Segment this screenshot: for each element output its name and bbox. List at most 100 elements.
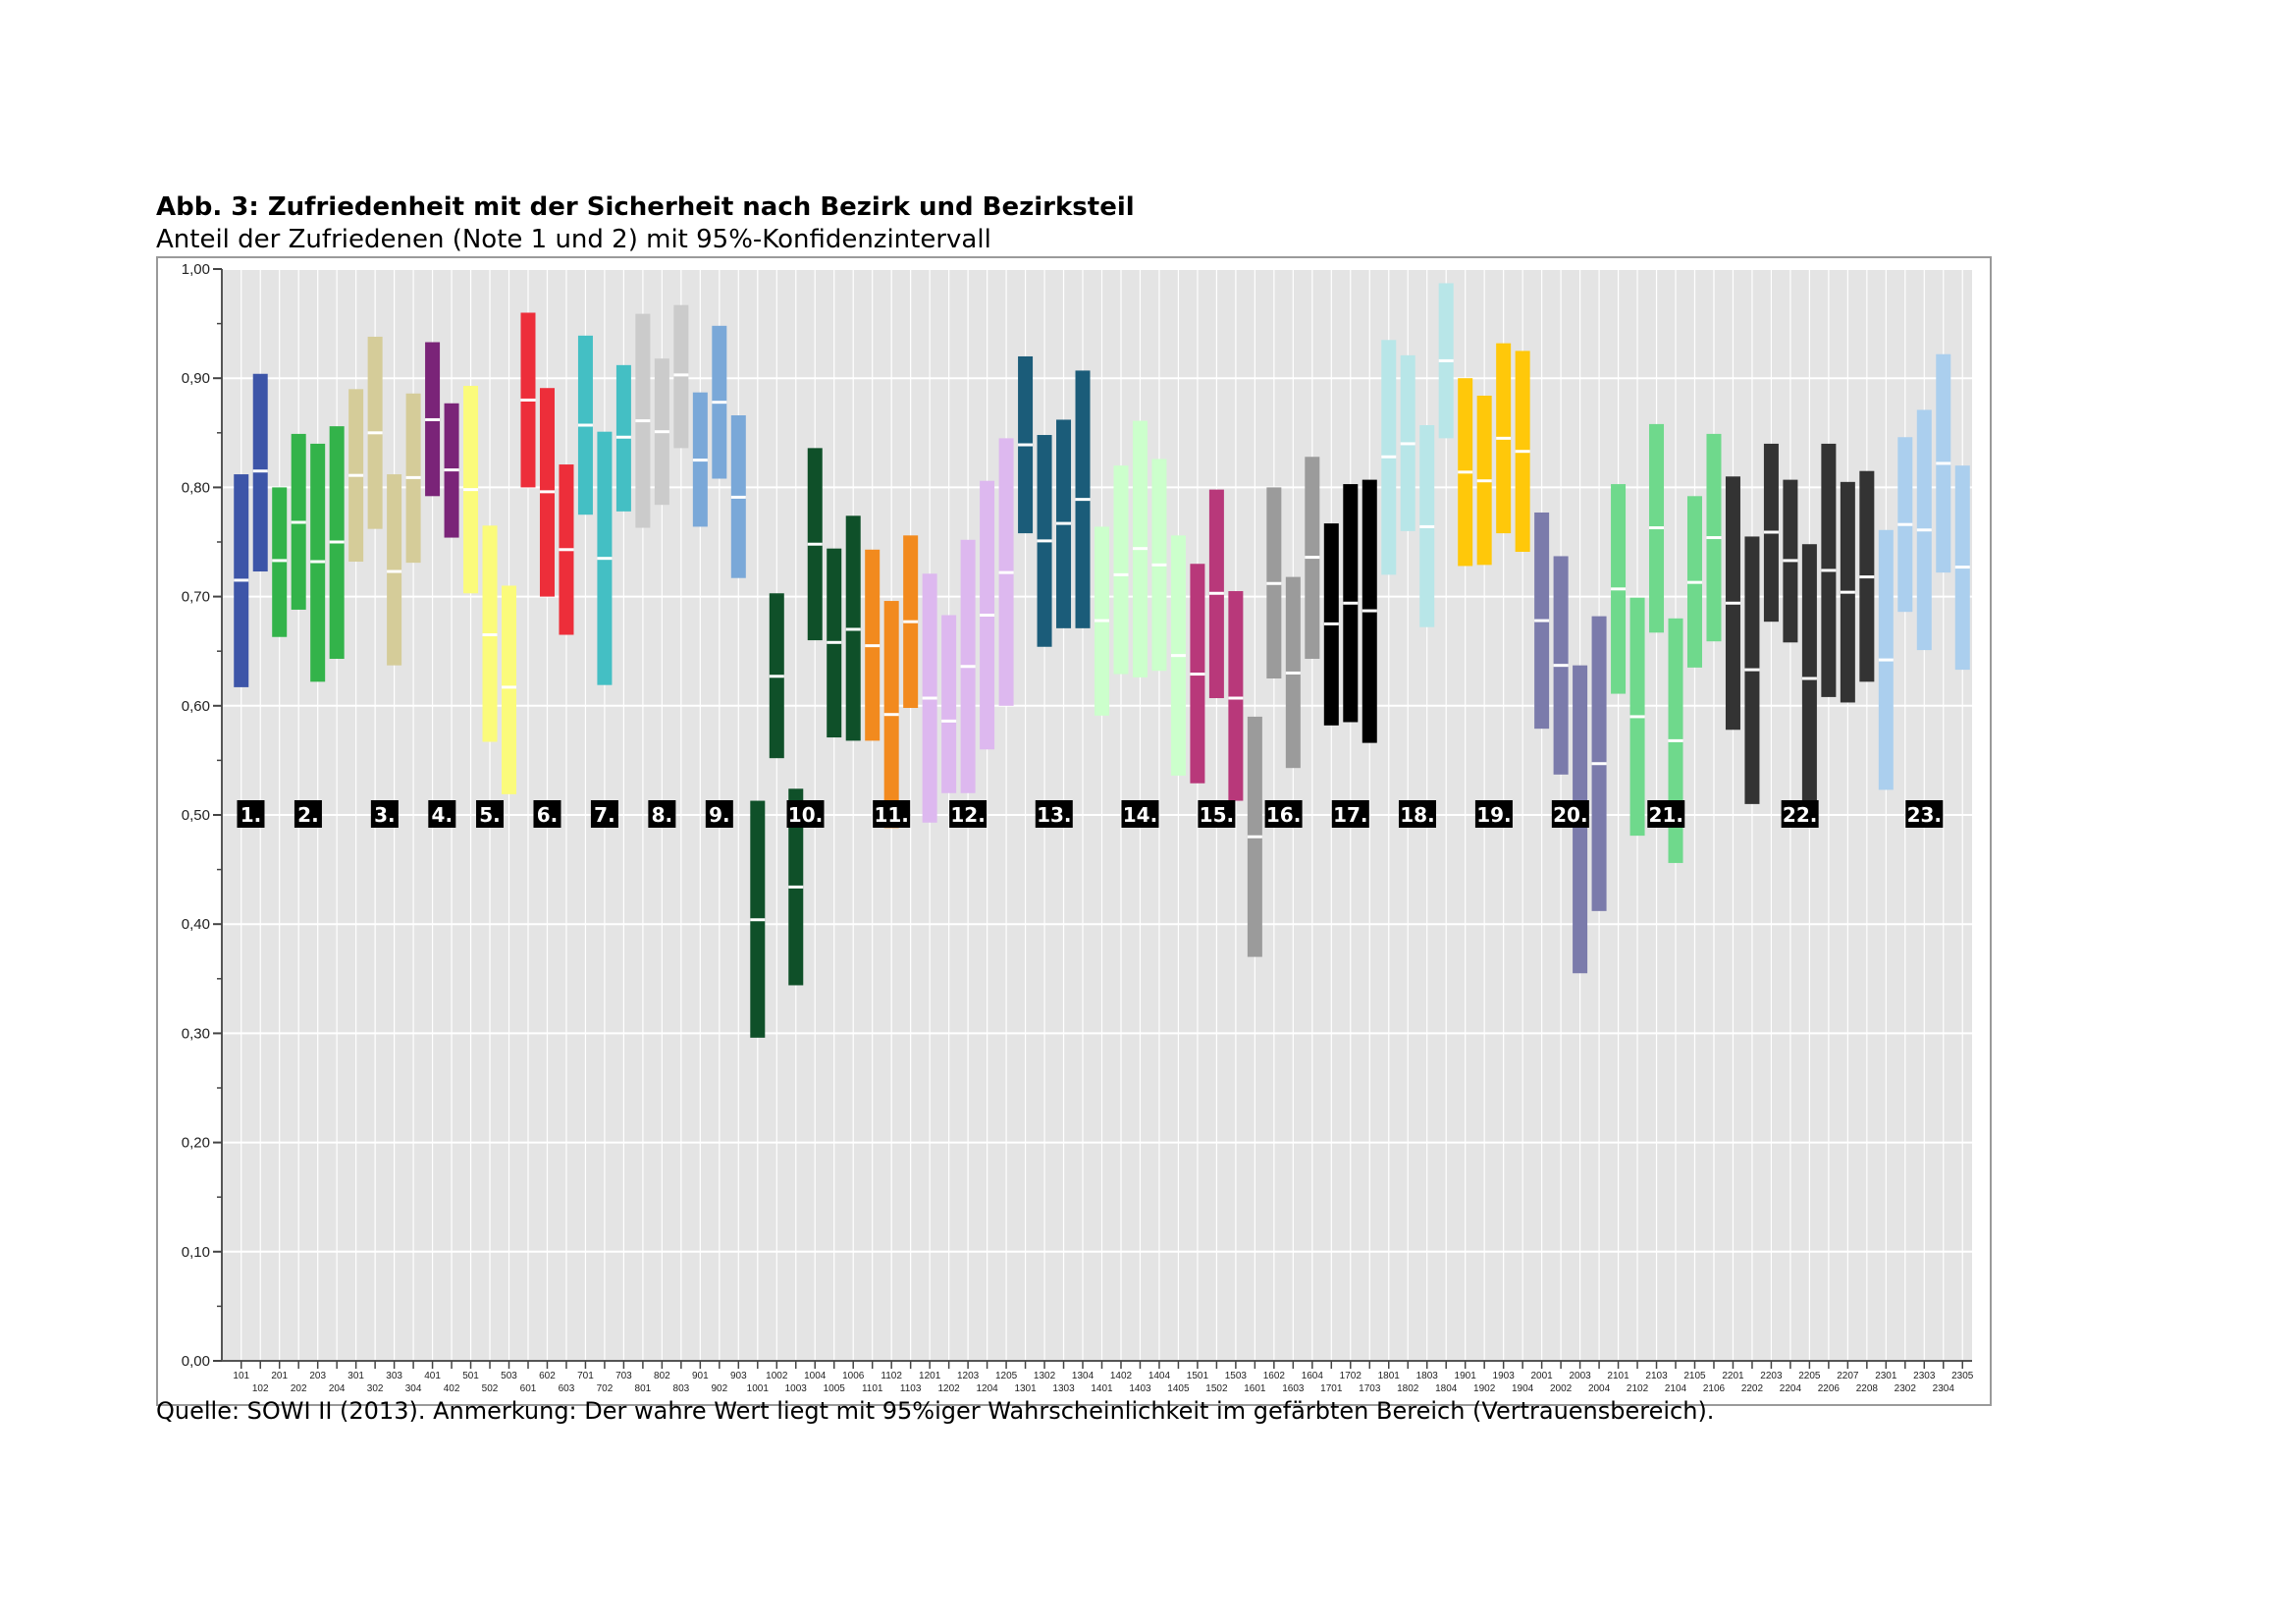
x-tick-label-bottom: 304 [405,1383,422,1394]
x-tick-label-top: 1503 [1225,1371,1248,1381]
district-label: 16. [1266,803,1301,827]
x-tick-label-top: 701 [577,1371,594,1381]
district-label-box [1331,800,1369,828]
x-tick-label-top: 1901 [1455,1371,1477,1381]
district-label: 22. [1783,803,1817,827]
x-tick-label-bottom: 801 [635,1383,652,1394]
x-tick-label-top: 2305 [1951,1371,1974,1381]
y-tick-label: 0,20 [182,1135,210,1152]
x-tick-label-bottom: 2004 [1588,1383,1611,1394]
confidence-bar [387,474,402,666]
district-label-box [294,800,322,828]
district-label: 12. [950,803,985,827]
district-label: 11. [874,803,908,827]
x-tick-label-bottom: 2002 [1550,1383,1573,1394]
y-tick-label: 0,60 [182,698,210,715]
district-label: 10. [788,803,823,827]
y-tick-label: 0,00 [182,1353,210,1370]
district-label-box [1474,800,1513,828]
x-tick-label-bottom: 202 [291,1383,307,1394]
x-tick-label-bottom: 302 [367,1383,384,1394]
district-label-box [1551,800,1589,828]
x-tick-label-bottom: 1802 [1397,1383,1419,1394]
district-labels: 1. 2. 3. 4. 5. 6. 7. 8. 9. 10. 11. 12. 13. 14. 15. 16. 1… [237,800,1944,828]
x-tick-label-bottom: 2106 [1703,1383,1726,1394]
x-tick-label-top: 2207 [1837,1371,1859,1381]
x-tick-label-bottom: 1601 [1244,1383,1266,1394]
x-tick-label-bottom: 2102 [1627,1383,1649,1394]
district-label: 2. [297,803,319,827]
x-tick-label-bottom: 1003 [785,1383,808,1394]
x-tick-label-top: 901 [692,1371,709,1381]
y-tick-label: 0,50 [182,807,210,824]
district-label-box [786,800,825,828]
confidence-bar [272,487,288,637]
y-tick-label: 0,80 [182,479,210,496]
x-tick-label-bottom: 1401 [1091,1383,1113,1394]
district-label: 19. [1476,803,1511,827]
confidence-bar [673,304,689,449]
x-tick-label-top: 2105 [1683,1371,1706,1381]
confidence-bar [252,373,268,572]
y-tick-label: 1,00 [182,261,210,278]
district-label-box [1035,800,1073,828]
x-tick-label-top: 1002 [766,1371,788,1381]
district-label: 5. [479,803,501,827]
district-label-box [949,800,988,828]
x-tick-label-top: 1102 [881,1371,902,1381]
district-label-box [1905,800,1944,828]
x-tick-label-bottom: 1405 [1167,1383,1190,1394]
x-tick-label-top: 501 [462,1371,479,1381]
x-tick-label-top: 101 [233,1371,249,1381]
x-tick-label-top: 703 [615,1371,632,1381]
district-label: 21. [1649,803,1683,827]
confidence-bar [502,585,517,794]
x-tick-label-top: 2101 [1607,1371,1629,1381]
x-tick-label-bottom: 1301 [1014,1383,1037,1394]
chart-title: Abb. 3: Zufriedenheit mit der Sicherheit… [156,192,1135,222]
x-tick-label-bottom: 1202 [938,1383,961,1394]
x-tick-label-bottom: 1703 [1359,1383,1381,1394]
district-label: 15. [1200,803,1234,827]
x-tick-label-top: 1201 [919,1371,941,1381]
district-label-box [1121,800,1159,828]
x-tick-label-bottom: 204 [329,1383,346,1394]
x-tick-label-bottom: 1403 [1129,1383,1151,1394]
x-tick-label-top: 802 [654,1371,670,1381]
x-tick-label-top: 1803 [1416,1371,1439,1381]
x-tick-label-top: 301 [347,1371,364,1381]
y-tick-label: 0,70 [182,589,210,606]
x-tick-label-bottom: 603 [559,1383,575,1394]
x-tick-label-top: 1402 [1110,1371,1133,1381]
district-label: 18. [1400,803,1434,827]
district-label: 17. [1333,803,1367,827]
x-tick-label-top: 1801 [1378,1371,1401,1381]
district-label: 3. [374,803,396,827]
source-note: Quelle: SOWI II (2013). Anmerkung: Der w… [156,1397,1715,1425]
x-tick-label-bottom: 2208 [1856,1383,1879,1394]
district-label: 1. [240,803,262,827]
district-label-box [590,800,618,828]
x-tick-label-bottom: 1001 [747,1383,770,1394]
district-label: 9. [709,803,730,827]
x-tick-label-top: 1604 [1302,1371,1324,1381]
confidence-bar [941,615,957,793]
x-tick-label-top: 1006 [842,1371,865,1381]
x-tick-label-bottom: 601 [520,1383,537,1394]
x-tick-label-top: 1203 [957,1371,980,1381]
district-label-box [533,800,561,828]
district-label-box [1647,800,1685,828]
x-tick-label-bottom: 2304 [1933,1383,1955,1394]
x-tick-label-bottom: 502 [482,1383,499,1394]
district-label: 14. [1123,803,1157,827]
district-label: 4. [432,803,454,827]
x-tick-label-top: 2301 [1875,1371,1897,1381]
x-tick-label-bottom: 1303 [1052,1383,1075,1394]
x-tick-label-bottom: 1204 [976,1383,998,1394]
y-axis-ticks: 0,00 0,10 0,20 0,30 0,40 0,50 0,60 0,70 0,80 0,90… [182,261,222,1370]
x-tick-label-bottom: 2204 [1780,1383,1802,1394]
district-label-box [370,800,399,828]
x-tick-label-top: 2201 [1722,1371,1744,1381]
x-tick-label-top: 2205 [1798,1371,1821,1381]
